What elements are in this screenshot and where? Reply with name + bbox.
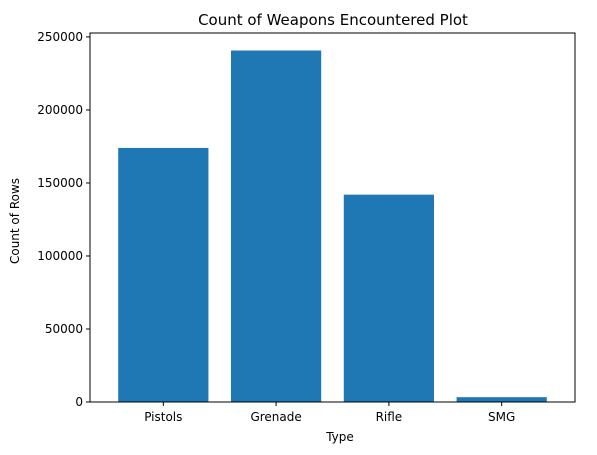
bar-rifle bbox=[343, 194, 435, 402]
y-tick-label: 100000 bbox=[37, 249, 83, 263]
x-tick-label: Rifle bbox=[376, 410, 403, 424]
x-tick-label: SMG bbox=[488, 410, 515, 424]
y-tick-label: 200000 bbox=[37, 103, 83, 117]
bar-grenade bbox=[230, 50, 322, 403]
plot-area: Pistols Grenade Rifle SMG 0 50000 100000 150000… bbox=[37, 30, 576, 424]
y-axis-label: Count of Rows bbox=[8, 178, 22, 264]
y-tick-label: 150000 bbox=[37, 176, 83, 190]
bar-smg bbox=[456, 397, 547, 402]
chart-title: Count of Weapons Encountered Plot bbox=[198, 11, 468, 29]
plot-frame bbox=[89, 32, 576, 403]
x-axis-label: Type bbox=[325, 430, 354, 444]
y-tick-label: 0 bbox=[75, 395, 83, 409]
x-tick-label: Grenade bbox=[250, 410, 301, 424]
y-tick-label: 50000 bbox=[45, 322, 83, 336]
bar-pistols bbox=[118, 147, 209, 402]
x-tick-label: Pistols bbox=[144, 410, 182, 424]
y-tick-label: 250000 bbox=[37, 30, 83, 44]
